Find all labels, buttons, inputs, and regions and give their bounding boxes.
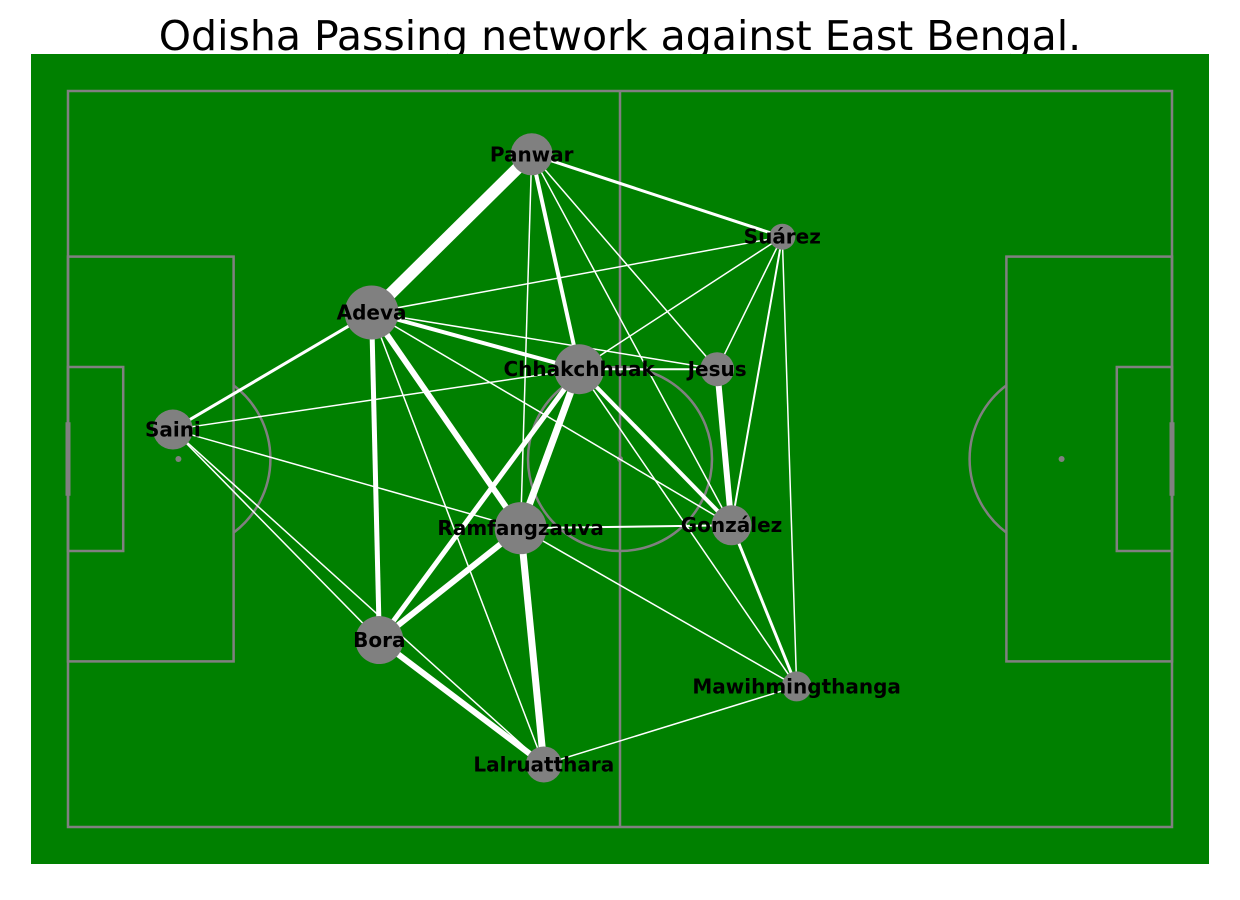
pass-edge-adeva-gonzalez xyxy=(371,311,732,526)
player-label-jesus: Jesus xyxy=(686,357,747,381)
pass-edge-adeva-chhakchhuak xyxy=(371,310,580,372)
pass-edge-panwar-ramfangzauva xyxy=(519,154,533,529)
player-label-adeva: Adeva xyxy=(337,301,407,325)
pass-edge-suarez-chhakchhuak xyxy=(578,236,783,370)
pass-edge-lalruatthara-mawihmingthanga xyxy=(543,685,797,766)
player-label-gonzalez: González xyxy=(681,513,783,537)
pass-edge-bora-lalruatthara xyxy=(377,637,546,767)
center-circle xyxy=(526,365,714,553)
player-node-panwar xyxy=(510,133,553,176)
pass-edge-panwar-gonzalez xyxy=(531,153,733,526)
player-label-chhakchhuak: Chhakchhuak xyxy=(503,357,655,381)
player-node-mawihmingthanga xyxy=(781,671,812,702)
player-labels: Panwar Suárez Adeva Chhakchhuak Jesus Saini Ra… xyxy=(145,142,901,776)
pass-edge-chhakchhuak-ramfangzauva xyxy=(517,367,583,530)
pass-edge-jesus-gonzalez xyxy=(714,368,735,526)
player-label-suarez: Suárez xyxy=(744,225,821,249)
pass-edge-adeva-bora xyxy=(369,312,382,641)
pass-edge-panwar-jesus xyxy=(531,153,718,370)
player-node-lalruatthara xyxy=(525,746,562,783)
pass-edge-adeva-ramfangzauva xyxy=(369,310,524,530)
pass-edge-chhakchhuak-mawihmingthanga xyxy=(578,368,798,687)
left-penalty-spot xyxy=(175,456,182,462)
pass-edge-adeva-jesus xyxy=(371,311,718,370)
player-label-lalruatthara: Lalruatthara xyxy=(473,752,614,776)
pass-edge-panwar-chhakchhuak xyxy=(529,153,582,370)
pass-edge-ramfangzauva-gonzalez xyxy=(520,524,732,530)
pass-edges xyxy=(172,150,799,767)
chart-title: Odisha Passing network against East Beng… xyxy=(158,12,1082,60)
pass-edge-suarez-adeva xyxy=(371,235,783,314)
player-node-suarez xyxy=(769,223,796,250)
player-node-bora xyxy=(355,616,404,665)
right-penalty-arc xyxy=(968,384,1008,534)
pass-edge-gonzalez-mawihmingthanga xyxy=(730,524,799,687)
pass-edge-chhakchhuak-gonzalez xyxy=(577,367,733,527)
pass-edge-saini-bora xyxy=(172,429,380,641)
player-label-saini: Saini xyxy=(145,418,201,442)
right-penalty-spot xyxy=(1058,456,1065,462)
pass-edge-chhakchhuak-saini xyxy=(172,368,580,431)
pass-edge-ramfangzauva-mawihmingthanga xyxy=(520,527,798,688)
pass-edge-suarez-gonzalez xyxy=(730,236,784,526)
pass-edge-saini-lalruatthara xyxy=(172,429,545,765)
player-label-mawihmingthanga: Mawihmingthanga xyxy=(692,674,901,698)
pass-edge-ramfangzauva-lalruatthara xyxy=(517,527,548,765)
player-node-chhakchhuak xyxy=(554,344,605,395)
pass-edge-panwar-suarez xyxy=(531,152,783,239)
player-node-gonzalez xyxy=(711,505,752,546)
pass-edge-panwar-adeva xyxy=(367,150,536,317)
player-label-ramfangzauva: Ramfangzauva xyxy=(437,516,603,540)
player-nodes xyxy=(152,133,812,783)
pass-edge-suarez-mawihmingthanga xyxy=(781,236,798,687)
player-label-bora: Bora xyxy=(353,628,405,652)
pass-edge-ramfangzauva-bora xyxy=(377,525,523,643)
player-node-jesus xyxy=(700,352,735,387)
left-penalty-arc xyxy=(232,384,272,534)
pass-edge-adeva-saini xyxy=(172,311,373,431)
pass-edge-adeva-lalruatthara xyxy=(370,312,545,765)
player-label-panwar: Panwar xyxy=(490,142,574,166)
player-node-saini xyxy=(152,409,193,450)
player-node-adeva xyxy=(344,285,399,340)
pass-edge-saini-ramfangzauva xyxy=(172,428,521,529)
pass-edge-chhakchhuak-bora xyxy=(377,367,582,642)
pass-edge-suarez-jesus xyxy=(716,236,783,370)
player-node-ramfangzauva xyxy=(494,502,547,555)
